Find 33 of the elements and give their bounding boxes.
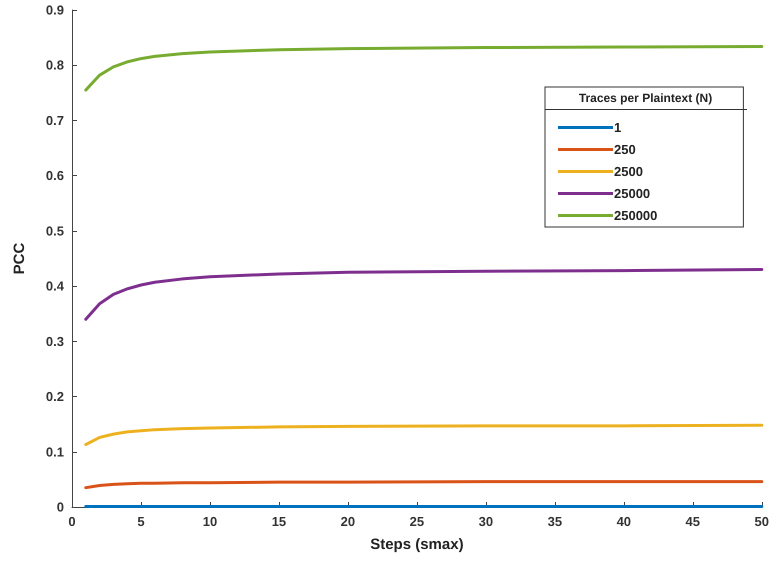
x-tick-label: 35: [548, 514, 562, 529]
x-tick-label: 40: [616, 514, 632, 529]
y-tick-label: 0.3: [46, 334, 64, 349]
x-tick-label: 0: [68, 514, 76, 529]
x-tick-label: 30: [478, 514, 494, 529]
line-series: [84, 480, 764, 490]
y-tick-label: 0.8: [46, 58, 64, 73]
line-series: [84, 268, 764, 321]
legend-label: 2500: [614, 164, 643, 179]
x-tick-label: 5: [137, 514, 145, 529]
line-series: [84, 44, 764, 92]
x-tick-label: 45: [686, 514, 700, 529]
y-tick-label: 0.6: [46, 168, 64, 184]
y-tick-label: 0.9: [46, 2, 64, 18]
x-tick-label: 20: [340, 514, 356, 529]
x-tick-label: 25: [410, 514, 424, 529]
legend-label: 1: [614, 120, 622, 135]
y-tick-label: 0.7: [46, 112, 64, 128]
x-axis-title: Steps (smax): [370, 536, 464, 553]
legend-title: Traces per Plaintext (N): [578, 91, 712, 105]
y-tick-label: 0.4: [46, 278, 65, 294]
legend-label: 250: [614, 142, 636, 157]
x-tick-label: 50: [754, 514, 770, 529]
y-tick-label: 0.1: [46, 444, 64, 460]
legend-label: 250000: [614, 208, 658, 223]
legend-label: 25000: [614, 186, 650, 201]
x-tick-label: 15: [272, 514, 286, 529]
y-tick-label: 0.2: [46, 389, 64, 404]
y-axis-title: PCC: [11, 242, 28, 274]
line-series: [84, 424, 764, 446]
x-tick-label: 10: [202, 514, 218, 529]
y-tick-label: 0.5: [46, 223, 64, 238]
y-tick-label: 0: [56, 500, 64, 514]
